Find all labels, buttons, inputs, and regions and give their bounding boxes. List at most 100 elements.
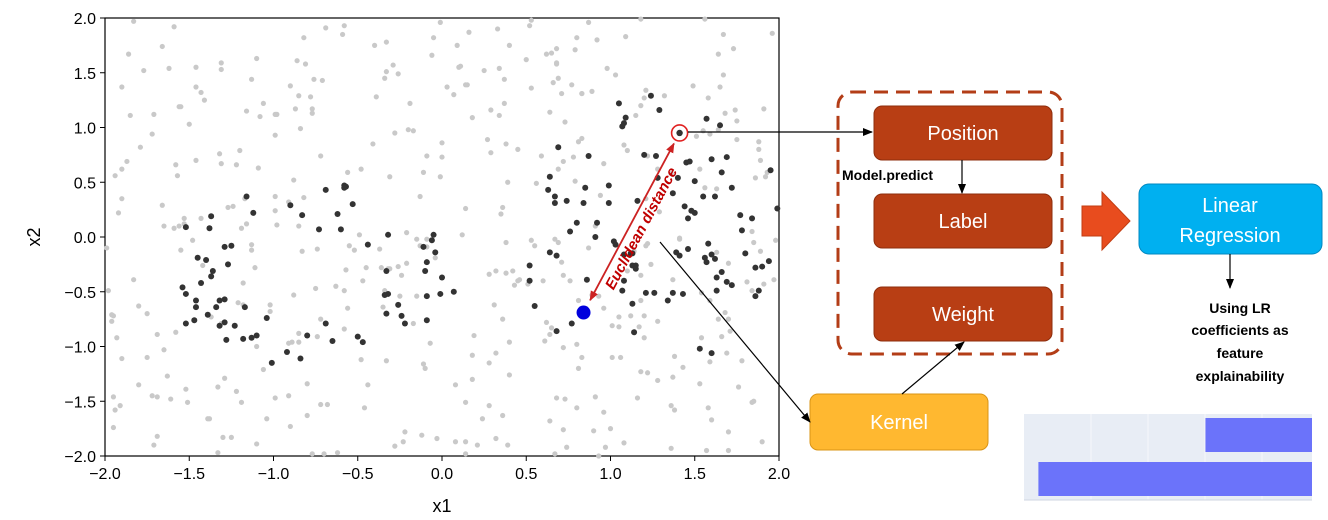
- light-scatter-point: [616, 314, 622, 320]
- dark-scatter-point: [738, 227, 745, 234]
- light-scatter-point: [591, 428, 597, 434]
- light-scatter-point: [680, 364, 686, 370]
- dark-scatter-point: [605, 182, 612, 189]
- light-scatter-point: [254, 441, 260, 447]
- light-scatter-point: [434, 435, 440, 442]
- light-scatter-point: [205, 416, 211, 422]
- light-scatter-point: [471, 332, 477, 339]
- note-line-3: feature: [1217, 345, 1264, 361]
- light-scatter-point: [621, 142, 627, 148]
- light-scatter-point: [715, 127, 721, 133]
- light-scatter-point: [346, 243, 352, 249]
- x-tick-label: 0.5: [515, 466, 537, 483]
- light-scatter-point: [252, 265, 258, 271]
- dark-scatter-point: [437, 290, 444, 297]
- dark-scatter-point: [182, 290, 189, 297]
- light-scatter-point: [466, 29, 472, 35]
- dark-scatter-point: [359, 339, 366, 346]
- light-scatter-point: [168, 396, 174, 402]
- light-scatter-point: [503, 141, 509, 147]
- light-scatter-point: [392, 130, 398, 136]
- light-scatter-point: [697, 166, 703, 172]
- dark-scatter-point: [723, 154, 730, 161]
- light-scatter-point: [560, 427, 566, 433]
- light-scatter-point: [700, 128, 706, 134]
- dark-scatter-point: [629, 300, 636, 307]
- light-scatter-point: [370, 141, 376, 147]
- light-scatter-point: [395, 263, 401, 270]
- light-scatter-point: [601, 161, 607, 167]
- dark-scatter-point: [567, 228, 574, 235]
- light-scatter-point: [200, 262, 206, 269]
- light-scatter-point: [570, 154, 577, 160]
- light-scatter-point: [437, 19, 443, 25]
- light-scatter-point: [707, 297, 713, 304]
- dark-scatter-point: [203, 256, 210, 263]
- light-scatter-point: [110, 424, 117, 431]
- light-scatter-point: [154, 331, 160, 338]
- light-scatter-point: [377, 246, 383, 252]
- light-scatter-point: [484, 136, 491, 143]
- light-scatter-point: [222, 375, 228, 381]
- light-scatter-point: [749, 288, 755, 294]
- light-scatter-point: [358, 357, 364, 363]
- light-scatter-point: [579, 354, 585, 361]
- light-scatter-point: [318, 153, 324, 159]
- dark-scatter-point: [610, 238, 617, 245]
- light-scatter-point: [296, 330, 302, 336]
- light-scatter-point: [542, 338, 548, 344]
- light-scatter-point: [501, 100, 507, 107]
- neighbor-highlight-ring: [670, 124, 689, 142]
- dark-scatter-point: [749, 215, 756, 222]
- light-scatter-point: [560, 344, 566, 351]
- light-scatter-point: [496, 65, 502, 71]
- light-scatter-point: [402, 429, 408, 435]
- light-scatter-point: [523, 57, 529, 63]
- light-scatter-point: [553, 395, 560, 401]
- light-scatter-point: [501, 76, 507, 82]
- dark-scatter-point: [223, 336, 230, 343]
- light-scatter-point: [451, 92, 457, 98]
- light-scatter-point: [552, 236, 558, 242]
- dark-scatter-point: [553, 328, 560, 335]
- light-scatter-point: [309, 110, 315, 116]
- light-scatter-point: [112, 407, 118, 413]
- light-scatter-point: [528, 85, 534, 91]
- dark-scatter-point: [250, 209, 257, 216]
- y-tick-label: 0.0: [74, 230, 96, 247]
- light-scatter-point: [462, 205, 469, 212]
- light-scatter-point: [488, 107, 494, 113]
- dark-scatter-point: [765, 258, 772, 265]
- light-scatter-point: [430, 35, 437, 41]
- dark-scatter-point: [432, 249, 439, 256]
- dark-scatter-point: [422, 267, 429, 274]
- light-scatter-point: [707, 359, 713, 365]
- light-scatter-point: [429, 52, 435, 58]
- light-scatter-point: [628, 313, 634, 319]
- light-scatter-point: [215, 384, 221, 390]
- light-scatter-point: [301, 35, 307, 41]
- light-scatter-point: [493, 350, 499, 356]
- light-scatter-point: [400, 439, 406, 445]
- dark-scatter-point: [713, 274, 720, 281]
- y-tick-label: −0.5: [64, 285, 96, 302]
- light-scatter-point: [383, 358, 389, 364]
- light-scatter-point: [585, 245, 592, 251]
- dark-scatter-point: [583, 276, 590, 283]
- dark-scatter-point: [198, 279, 205, 286]
- dark-scatter-point: [755, 287, 762, 294]
- dark-scatter-point: [679, 290, 686, 297]
- dark-scatter-point: [641, 151, 648, 158]
- light-scatter-point: [624, 147, 630, 154]
- light-scatter-point: [469, 115, 475, 121]
- light-scatter-point: [725, 260, 732, 266]
- dark-scatter-point: [337, 226, 344, 233]
- light-scatter-point: [392, 443, 398, 449]
- light-scatter-point: [655, 377, 661, 384]
- light-scatter-point: [459, 232, 465, 238]
- light-scatter-point: [655, 318, 661, 324]
- light-scatter-point: [233, 162, 240, 168]
- light-scatter-point: [543, 319, 550, 326]
- light-scatter-point: [291, 177, 297, 183]
- light-scatter-point: [493, 435, 499, 442]
